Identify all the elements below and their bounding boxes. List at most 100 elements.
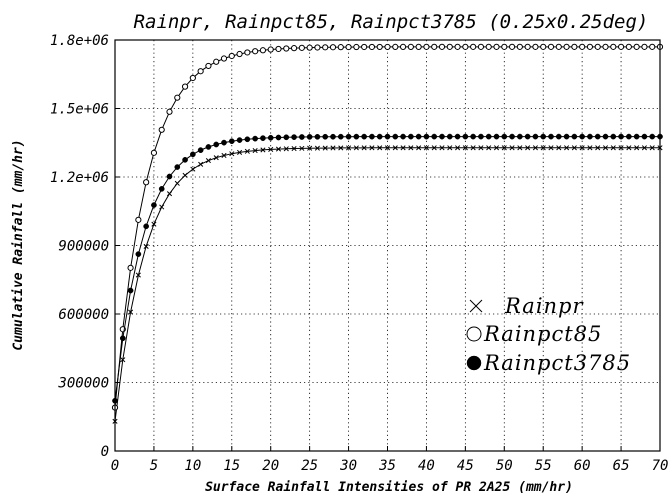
data-point-filled-circle <box>228 138 235 145</box>
y-tick-label: 600000 <box>58 307 109 323</box>
data-point-cross <box>229 151 235 157</box>
data-point-open-circle <box>361 43 368 51</box>
data-point-open-circle <box>368 43 376 51</box>
x-tick-label: 50 <box>496 458 513 474</box>
data-point-open-circle <box>540 43 547 50</box>
data-point-open-circle <box>633 43 640 50</box>
data-point-filled-circle <box>618 133 624 140</box>
data-point-filled-circle <box>470 133 476 140</box>
data-point-filled-circle <box>337 133 344 140</box>
axis-ticks: 0 5 10 15 20 25 30 35 40 45 50 55 60 65 70 0 300000 60000… <box>50 33 668 474</box>
data-point-filled-circle <box>392 133 399 140</box>
data-point-filled-circle <box>119 335 126 342</box>
data-point-open-circle <box>586 43 594 50</box>
data-point-cross <box>299 145 305 151</box>
data-point-cross <box>501 145 507 151</box>
data-point-cross <box>587 145 593 151</box>
data-point-cross <box>408 145 414 151</box>
data-point-open-circle <box>641 43 648 50</box>
data-point-cross <box>641 145 647 151</box>
x-tick-label: 25 <box>301 458 318 474</box>
data-point-cross <box>346 145 352 151</box>
y-tick-label: 1.8e+06 <box>50 33 109 49</box>
data-point-filled-circle <box>446 133 453 140</box>
data-point-filled-circle <box>431 133 438 140</box>
data-point-open-circle <box>501 43 508 50</box>
data-point-open-circle <box>376 43 383 51</box>
data-point-open-circle <box>143 179 150 186</box>
data-point-open-circle <box>462 43 469 50</box>
data-point-filled-circle <box>158 186 165 192</box>
data-point-cross <box>478 145 484 151</box>
data-point-cross <box>260 147 266 153</box>
x-tick-label: 10 <box>184 458 201 474</box>
data-point-open-circle <box>454 43 461 50</box>
data-point-filled-circle <box>221 139 227 146</box>
data-point-filled-circle <box>174 164 181 170</box>
data-point-open-circle <box>306 44 313 51</box>
data-point-cross <box>174 180 180 186</box>
series-rainpr <box>112 145 663 424</box>
data-point-filled-circle <box>462 133 469 140</box>
data-point-cross <box>244 148 250 154</box>
data-point-open-circle <box>166 108 173 115</box>
y-tick-label: 1.2e+06 <box>50 170 109 186</box>
data-point-cross <box>275 146 282 152</box>
data-point-open-circle <box>547 43 555 50</box>
data-point-filled-circle <box>236 137 243 143</box>
data-point-open-circle <box>244 49 251 56</box>
data-point-open-circle <box>150 149 158 156</box>
data-point-filled-circle <box>166 173 173 180</box>
data-point-cross <box>462 145 468 151</box>
chart-title: Rainpr, Rainpct85, Rainpct3785 (0.25x0.2… <box>134 11 649 33</box>
data-point-open-circle <box>617 43 625 50</box>
data-point-cross <box>634 145 640 151</box>
y-tick-label: 900000 <box>58 239 109 255</box>
data-point-open-circle <box>127 264 134 271</box>
data-point-cross <box>322 145 328 151</box>
data-point-open-circle <box>290 45 298 52</box>
data-point-filled-circle <box>478 133 484 140</box>
data-point-filled-circle <box>190 151 196 158</box>
data-point-cross <box>330 145 336 151</box>
data-point-cross <box>190 166 196 172</box>
data-point-filled-circle <box>408 133 414 140</box>
data-point-open-circle <box>516 43 523 50</box>
data-point-cross <box>338 145 344 151</box>
data-point-cross <box>291 145 297 152</box>
data-point-open-circle <box>399 43 407 50</box>
data-point-open-circle <box>329 44 337 51</box>
y-tick-label: 0 <box>101 444 109 460</box>
data-point-open-circle <box>283 45 290 52</box>
data-point-cross <box>120 357 126 363</box>
data-point-cross <box>649 145 655 151</box>
data-point-open-circle <box>384 43 391 51</box>
data-point-open-circle <box>407 43 414 50</box>
data-point-filled-circle <box>509 133 515 140</box>
data-point-open-circle <box>337 44 344 51</box>
data-point-cross <box>579 145 585 151</box>
data-point-filled-circle <box>127 287 134 294</box>
data-point-open-circle <box>571 43 578 50</box>
data-point-open-circle <box>466 326 482 342</box>
data-point-filled-circle <box>330 133 336 140</box>
data-point-open-circle <box>493 43 500 50</box>
data-point-filled-circle <box>439 133 445 140</box>
data-point-filled-circle <box>369 133 375 140</box>
x-tick-label: 45 <box>457 458 474 474</box>
data-point-open-circle <box>353 43 360 51</box>
data-point-open-circle <box>345 43 352 51</box>
data-point-filled-circle <box>579 133 585 140</box>
x-tick-label: 35 <box>378 458 396 474</box>
data-point-cross <box>486 145 492 151</box>
data-point-cross <box>595 145 601 151</box>
data-point-filled-circle <box>555 133 562 140</box>
data-point-cross <box>353 145 359 151</box>
data-point-filled-circle <box>143 223 149 230</box>
data-point-cross <box>469 299 483 313</box>
data-point-cross <box>159 204 165 210</box>
data-point-open-circle <box>470 43 477 50</box>
data-point-cross <box>182 172 188 178</box>
data-point-open-circle <box>438 43 446 50</box>
data-point-open-circle <box>197 68 204 75</box>
